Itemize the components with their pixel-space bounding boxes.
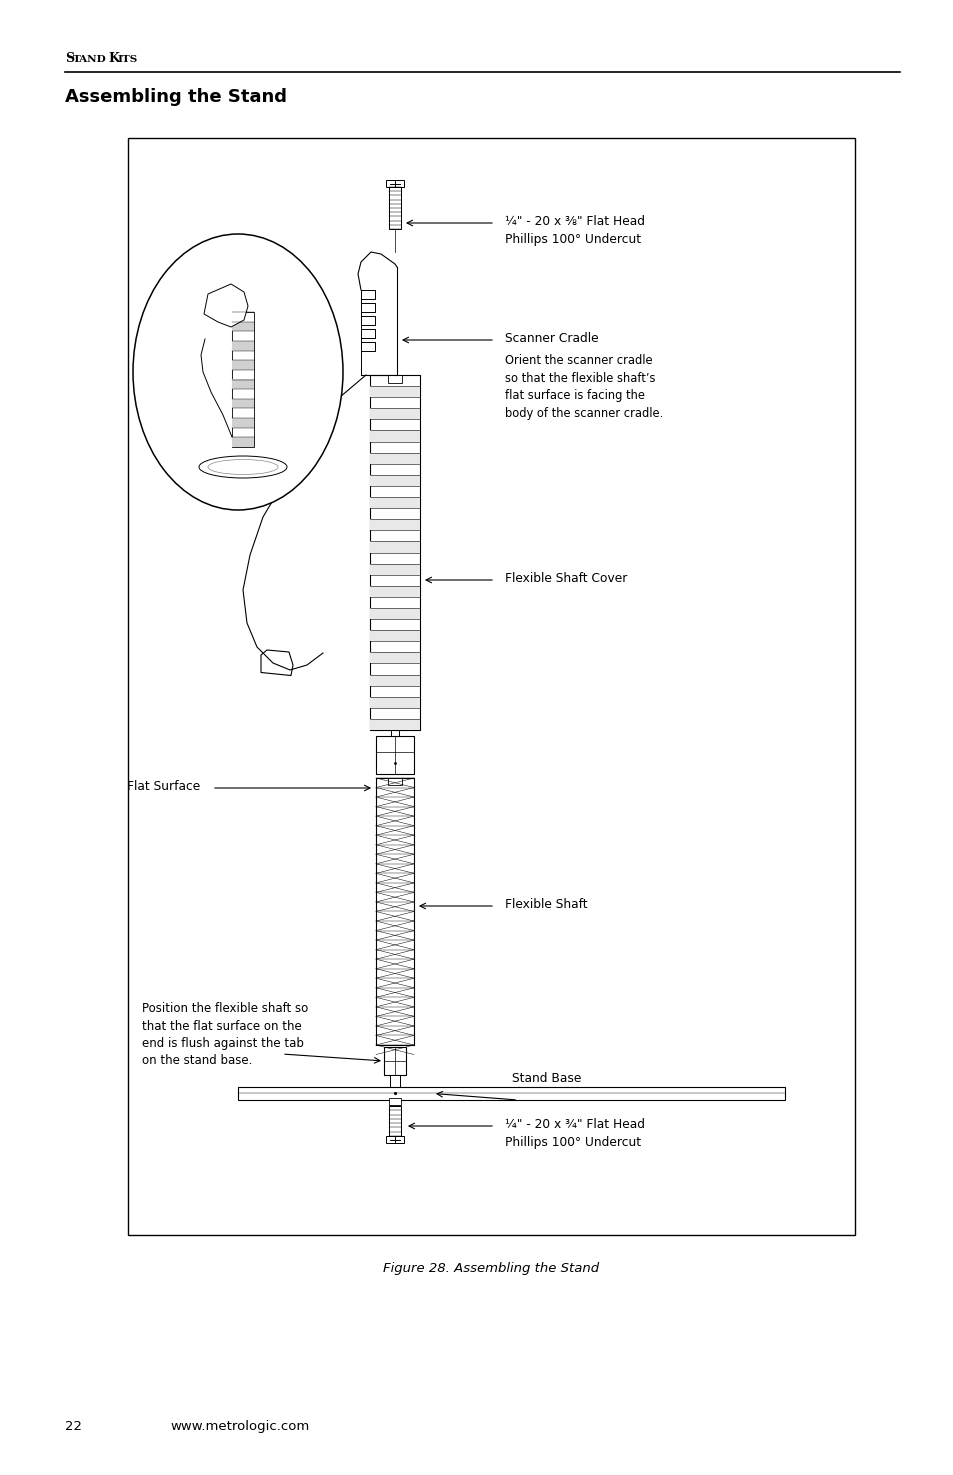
Bar	[370, 586, 419, 597]
Ellipse shape	[132, 235, 343, 510]
Text: 22: 22	[65, 1420, 82, 1434]
Bar	[370, 563, 419, 575]
Bar	[370, 652, 419, 664]
Bar	[370, 386, 419, 397]
Bar	[388, 777, 401, 785]
Text: S: S	[65, 52, 74, 65]
Bar	[232, 417, 253, 428]
Bar	[384, 1047, 406, 1075]
Bar	[390, 1075, 399, 1087]
Text: Flexible Shaft: Flexible Shaft	[504, 898, 587, 912]
Ellipse shape	[208, 460, 277, 475]
Polygon shape	[204, 285, 248, 327]
Bar	[386, 180, 403, 187]
Text: Figure 28. Assembling the Stand: Figure 28. Assembling the Stand	[383, 1263, 598, 1274]
Polygon shape	[261, 650, 293, 676]
Bar	[370, 674, 419, 686]
Bar	[232, 398, 253, 409]
Bar	[237, 1087, 784, 1100]
Bar	[232, 438, 253, 447]
Bar	[375, 736, 414, 774]
Bar	[232, 322, 253, 332]
Text: Flat Surface: Flat Surface	[127, 780, 200, 794]
Text: ¼" - 20 x ¾" Flat Head
Phillips 100° Undercut: ¼" - 20 x ¾" Flat Head Phillips 100° Und…	[504, 1118, 644, 1149]
Bar	[370, 375, 419, 730]
Text: Stand Base: Stand Base	[512, 1072, 580, 1086]
Bar	[370, 497, 419, 507]
Bar	[232, 341, 253, 351]
Bar	[370, 608, 419, 620]
Text: www.metrologic.com: www.metrologic.com	[170, 1420, 309, 1434]
Bar	[389, 1097, 400, 1105]
Bar	[389, 187, 400, 229]
Bar	[232, 379, 253, 389]
Bar	[386, 1136, 403, 1143]
Text: Scanner Cradle: Scanner Cradle	[504, 332, 598, 345]
Text: Flexible Shaft Cover: Flexible Shaft Cover	[504, 572, 627, 586]
Ellipse shape	[199, 456, 287, 478]
Bar	[370, 475, 419, 485]
Text: K: K	[108, 52, 119, 65]
Bar	[370, 696, 419, 708]
Text: ITS: ITS	[117, 55, 137, 63]
Bar	[370, 630, 419, 642]
Text: Position the flexible shaft so
that the flat surface on the
end is flush against: Position the flexible shaft so that the …	[142, 1002, 308, 1068]
Bar	[389, 1106, 400, 1136]
Bar	[388, 375, 401, 384]
Bar	[232, 360, 253, 370]
Text: TAND: TAND	[73, 55, 107, 63]
Bar	[375, 777, 414, 1044]
Bar	[232, 313, 253, 447]
Bar	[370, 453, 419, 463]
Text: Orient the scanner cradle
so that the flexible shaft’s
flat surface is facing th: Orient the scanner cradle so that the fl…	[504, 354, 662, 419]
Bar	[128, 139, 854, 1235]
Text: ¼" - 20 x ⅜" Flat Head
Phillips 100° Undercut: ¼" - 20 x ⅜" Flat Head Phillips 100° Und…	[504, 215, 644, 246]
Text: Assembling the Stand: Assembling the Stand	[65, 88, 287, 106]
Bar	[370, 409, 419, 419]
Bar	[370, 519, 419, 531]
Bar	[370, 431, 419, 441]
Bar	[370, 718, 419, 730]
Bar	[370, 541, 419, 553]
